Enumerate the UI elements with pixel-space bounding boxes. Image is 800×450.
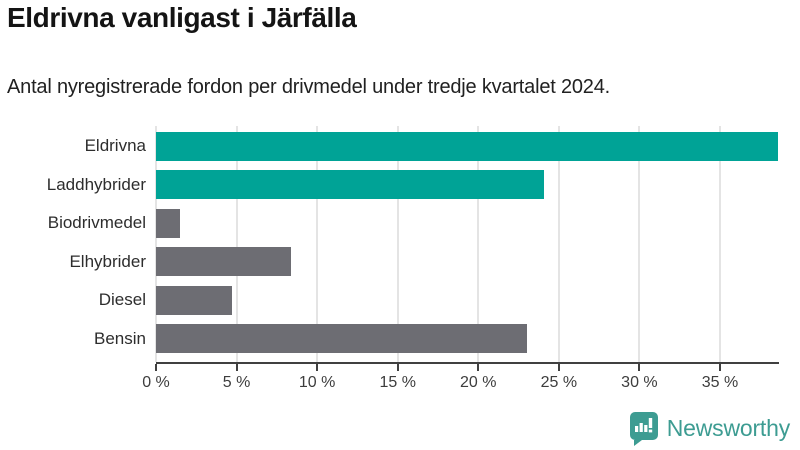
gridline xyxy=(155,126,157,362)
chart-title: Eldrivna vanligast i Järfälla xyxy=(7,2,357,33)
axis-tick-label: 25 % xyxy=(540,374,578,391)
axis-tick-label: 20 % xyxy=(460,374,497,391)
category-label: Elhybrider xyxy=(69,251,146,271)
category-label: Biodrivmedel xyxy=(47,213,146,232)
axis-tick-label: 0 % xyxy=(142,374,170,391)
gridline xyxy=(235,126,238,362)
axis-tick xyxy=(316,364,319,371)
axis-tick-label: 10 % xyxy=(298,374,336,391)
axis-tick-label: 35 % xyxy=(701,374,739,391)
gridline xyxy=(638,126,641,362)
category-label: Laddhybrider xyxy=(46,174,146,194)
axis-tick xyxy=(557,364,560,371)
axis-line xyxy=(156,362,779,364)
bar-laddhybrider xyxy=(156,170,545,199)
value-axis: 0 % 5 % 10 % 15 % 20 % 25 % 30 % 35 % xyxy=(142,362,780,398)
chart-subtitle: Antal nyregistrerade fordon per drivmede… xyxy=(7,76,611,98)
axis-tick-label: 5 % xyxy=(222,374,251,391)
bar-chart: Eldrivna Laddhybrider Biodrivmedel Elhybrid… xyxy=(0,126,800,396)
gridline xyxy=(396,126,399,362)
axis-tick xyxy=(396,364,399,371)
axis-tick xyxy=(638,364,641,371)
bar-biodrivmedel xyxy=(156,208,181,238)
axis-tick xyxy=(718,364,721,371)
bar-bensin xyxy=(156,324,527,353)
newsworthy-logo-icon xyxy=(629,412,658,446)
branding: Newsworthy xyxy=(628,410,790,446)
axis-tick xyxy=(155,364,157,371)
axis-tick xyxy=(477,364,480,371)
category-label: Diesel xyxy=(98,290,146,309)
bar-elhybrider xyxy=(156,247,292,276)
axis-tick-label: 15 % xyxy=(379,374,416,391)
category-label: Eldrivna xyxy=(84,136,146,155)
gridline xyxy=(477,126,480,362)
axis-tick xyxy=(235,364,238,371)
gridline xyxy=(316,126,319,362)
bar-eldrivna xyxy=(156,131,778,161)
gridline xyxy=(718,126,721,362)
category-label: Bensin xyxy=(94,328,146,348)
category-axis: Eldrivna Laddhybrider Biodrivmedel Elhybrid… xyxy=(0,126,146,362)
logo-text: Newsworthy xyxy=(666,414,790,441)
gridline xyxy=(557,126,560,362)
plot-area xyxy=(155,126,778,362)
bar-diesel xyxy=(156,285,232,315)
axis-tick-label: 30 % xyxy=(621,374,658,391)
